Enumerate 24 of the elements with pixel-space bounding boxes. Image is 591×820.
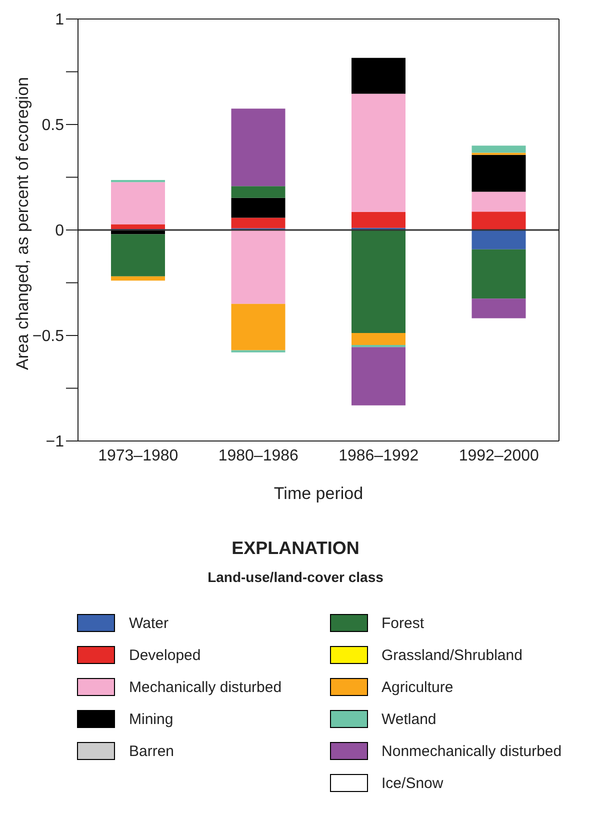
legend-label: Barren xyxy=(129,742,174,760)
x-tick-label: 1973–1980 xyxy=(98,447,178,464)
y-tick-label: 0.5 xyxy=(42,117,64,134)
legend-label: Forest xyxy=(382,614,424,632)
x-axis-title: Time period xyxy=(274,484,364,503)
y-tick-label: 1 xyxy=(55,12,64,29)
legend-label: Nonmechanically disturbed xyxy=(382,742,562,760)
legend-label: Mining xyxy=(129,710,174,728)
x-tick-label: 1980–1986 xyxy=(218,447,299,464)
legend-label: Wetland xyxy=(382,710,436,728)
x-tick-label: 1986–1992 xyxy=(338,447,419,464)
legend-label: Developed xyxy=(129,646,201,664)
x-tick-label: 1992–2000 xyxy=(458,447,540,464)
legend-label: Agriculture xyxy=(382,678,454,696)
y-tick-label: −1 xyxy=(46,434,64,451)
y-axis-title: Area changed, as percent of ecoregion xyxy=(13,77,32,370)
text: EXPLANATION xyxy=(230,538,360,559)
legend-label: Mechanically disturbed xyxy=(129,678,282,696)
legend-label: Water xyxy=(129,614,168,632)
y-tick-label: 0 xyxy=(55,222,64,240)
legend-title: Land-use/land-cover class xyxy=(206,569,384,585)
y-tick-label: −0.5 xyxy=(32,328,64,346)
legend-label: Grassland/Shrubland xyxy=(382,646,522,664)
legend-label: Ice/Snow xyxy=(382,774,444,792)
